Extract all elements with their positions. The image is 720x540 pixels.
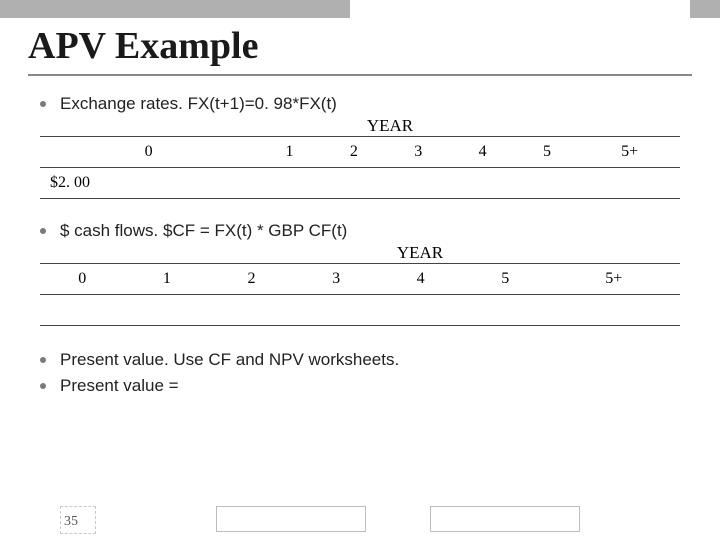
- bullet-4-text: Present value =: [60, 376, 179, 396]
- col-h: 4: [378, 264, 463, 295]
- table-fx-header: 0 1 2 3 4 5 5+: [40, 137, 680, 168]
- table-row: [40, 295, 680, 326]
- col-h: 3: [294, 264, 379, 295]
- bullet-dot-icon: [40, 357, 46, 363]
- cell-label: $2. 00: [40, 168, 257, 199]
- page-number: 35: [64, 514, 78, 530]
- col-h: 5: [463, 264, 548, 295]
- table-fx: 0 1 2 3 4 5 5+ $2. 00: [40, 136, 680, 199]
- year-label-2: YEAR: [148, 243, 692, 263]
- col-h: 1: [257, 137, 321, 168]
- col-h: 2: [209, 264, 294, 295]
- bullet-2: $ cash flows. $CF = FX(t) * GBP CF(t): [40, 221, 692, 241]
- blank-box-1: [216, 506, 366, 532]
- col-h: 5: [515, 137, 579, 168]
- table-row: $2. 00: [40, 168, 680, 199]
- page-title: APV Example: [28, 24, 692, 76]
- col-h: 1: [125, 264, 210, 295]
- bullet-dot-icon: [40, 101, 46, 107]
- col-h: 2: [322, 137, 386, 168]
- bullet-dot-icon: [40, 383, 46, 389]
- bullet-1: Exchange rates. FX(t+1)=0. 98*FX(t): [40, 94, 692, 114]
- bullet-1-text: Exchange rates. FX(t+1)=0. 98*FX(t): [60, 94, 337, 114]
- slide-body: APV Example Exchange rates. FX(t+1)=0. 9…: [28, 24, 692, 530]
- col-h: 4: [450, 137, 514, 168]
- bullet-3-text: Present value. Use CF and NPV worksheets…: [60, 350, 399, 370]
- col-h: 5+: [579, 137, 680, 168]
- bullet-2-text: $ cash flows. $CF = FX(t) * GBP CF(t): [60, 221, 347, 241]
- table-cf-header: 0 1 2 3 4 5 5+: [40, 264, 680, 295]
- bullet-dot-icon: [40, 228, 46, 234]
- col-h: 5+: [548, 264, 680, 295]
- top-band-cutout: [350, 0, 690, 18]
- bullet-3: Present value. Use CF and NPV worksheets…: [40, 350, 692, 370]
- col-h: 3: [386, 137, 450, 168]
- table-cf: 0 1 2 3 4 5 5+: [40, 263, 680, 326]
- blank-box-2: [430, 506, 580, 532]
- year-label-1: YEAR: [88, 116, 692, 136]
- bullet-4: Present value =: [40, 376, 692, 396]
- col-h: 0: [40, 137, 257, 168]
- col-h: 0: [40, 264, 125, 295]
